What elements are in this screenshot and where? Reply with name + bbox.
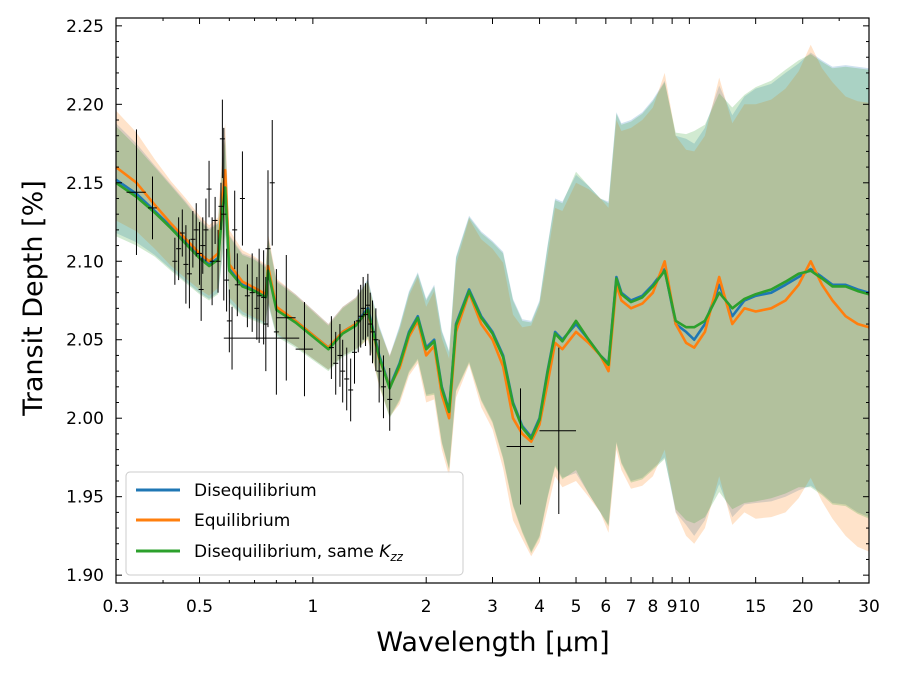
observation-point	[360, 276, 366, 340]
observation-point	[148, 176, 157, 240]
x-tick-label: 20	[792, 597, 814, 617]
observation-point	[190, 211, 196, 268]
observation-point	[224, 248, 230, 312]
y-tick-label: 2.15	[66, 174, 104, 194]
legend-label-disequilibrium-same-kzz: Disequilibrium, same Kzz	[194, 542, 404, 564]
y-tick-label: 2.00	[66, 409, 104, 429]
observation-point	[352, 320, 358, 384]
legend-label-disequilibrium: Disequilibrium	[194, 481, 317, 501]
legend-box	[125, 471, 464, 576]
observation-point	[198, 258, 204, 321]
y-tick-label: 2.05	[66, 331, 104, 351]
legend-label-subscript: zz	[389, 550, 403, 564]
observation-point	[232, 190, 238, 270]
observation-point	[254, 276, 260, 340]
observation-point	[221, 127, 227, 301]
observation-point	[387, 367, 393, 431]
observation-point	[244, 264, 250, 328]
observation-point	[295, 302, 313, 397]
band-disequilibrium	[116, 52, 869, 552]
y-tick-label: 2.20	[66, 95, 104, 115]
observation-point	[369, 300, 375, 364]
x-tick-label: 5	[571, 597, 582, 617]
observation-point	[367, 292, 373, 356]
observation-point	[183, 225, 189, 304]
observation-point	[234, 253, 240, 317]
observation-point	[373, 308, 379, 372]
observation-point	[363, 283, 369, 347]
observation-point	[333, 331, 339, 395]
observation-point	[265, 170, 271, 328]
observation-point	[215, 229, 221, 293]
x-tick-label: 4	[534, 597, 545, 617]
observation-point	[256, 248, 262, 343]
observation-point	[273, 269, 279, 395]
observation-point	[337, 324, 343, 387]
y-tick-label: 2.10	[66, 252, 104, 272]
observation-point	[172, 237, 178, 285]
observation-point	[376, 339, 382, 403]
uncertainty-bands	[116, 44, 869, 557]
observation-point	[249, 253, 255, 332]
observation-point	[344, 347, 350, 411]
x-tick-label: 2	[421, 597, 432, 617]
observation-point	[340, 339, 346, 403]
x-tick-labels: 0.3 0.5 1 2 3 4 5 6 7 8 9 10 15 20 30	[102, 597, 879, 617]
observation-point	[209, 217, 215, 306]
y-tick-labels: 1.90 1.95 2.00 2.05 2.10 2.15 2.20 2.25	[66, 17, 104, 586]
observation-point	[380, 355, 386, 419]
x-tick-label: 7	[626, 597, 637, 617]
x-tick-label: 8	[647, 597, 658, 617]
observation-point	[539, 347, 577, 514]
legend-label-math: K	[379, 542, 392, 562]
y-axis-label: Transit Depth [%]	[18, 180, 49, 417]
observation-point	[261, 250, 267, 345]
observation-point	[239, 151, 245, 246]
x-tick-label: 6	[600, 597, 611, 617]
x-tick-label: 15	[745, 597, 767, 617]
observation-point	[126, 129, 146, 255]
observation-point	[203, 198, 209, 262]
observation-point	[179, 209, 185, 257]
legend-label-text: Disequilibrium, same	[194, 542, 379, 562]
plot-frame	[115, 17, 870, 584]
observation-point	[193, 203, 199, 257]
observation-point	[328, 316, 334, 379]
line-disequilibrium-same-kzz	[115, 181, 870, 440]
x-tick-label: 0.3	[102, 597, 129, 617]
observation-point	[176, 217, 182, 281]
model-lines	[115, 166, 870, 444]
legend: Disequilibrium Equilibrium Disequilibriu…	[125, 471, 464, 576]
observation-point	[365, 273, 371, 337]
y-tick-label: 1.95	[66, 488, 104, 508]
observation-point	[200, 217, 206, 274]
x-axis-label: Wavelength [μm]	[376, 627, 609, 658]
observation-point	[269, 120, 275, 246]
x-tick-label: 1	[307, 597, 318, 617]
observation-point	[186, 239, 192, 309]
observation-point	[197, 222, 203, 285]
observation-point	[226, 289, 232, 353]
x-tick-label: 3	[487, 597, 498, 617]
observation-point	[358, 284, 364, 348]
x-tick-label: 9	[667, 597, 678, 617]
x-tick-label: 30	[858, 597, 880, 617]
observation-point	[348, 358, 354, 422]
band-equilibrium	[116, 44, 869, 557]
observation-point	[218, 182, 224, 230]
band-disequilibrium-same-kzz	[116, 54, 869, 554]
observation-point	[276, 254, 296, 381]
observation-point	[355, 289, 361, 353]
x-tick-label: 10	[679, 597, 701, 617]
observation-point	[506, 388, 535, 505]
observation-point	[212, 196, 218, 244]
observation-point	[206, 160, 212, 218]
legend-label-equilibrium: Equilibrium	[194, 511, 290, 531]
y-tick-label: 2.25	[66, 17, 104, 37]
observations	[126, 99, 577, 514]
y-tick-label: 1.90	[66, 566, 104, 586]
x-tick-label: 0.5	[186, 597, 213, 617]
